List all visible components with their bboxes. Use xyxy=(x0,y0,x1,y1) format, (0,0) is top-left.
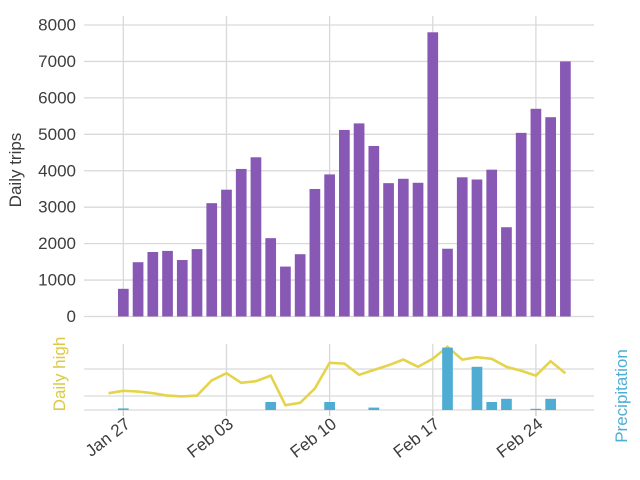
xtick-label: Feb 17 xyxy=(390,414,443,462)
trips-bar xyxy=(471,179,483,317)
ylabel-daily-trips: Daily trips xyxy=(6,133,25,208)
xtick-label: Jan 27 xyxy=(82,414,134,460)
precip-bar xyxy=(501,398,512,410)
trips-bar xyxy=(515,132,527,317)
ytick-label: 6000 xyxy=(38,88,76,107)
ytick-label: 8000 xyxy=(38,16,76,35)
ylabel-daily-high: Daily high xyxy=(50,337,69,412)
ytick-label: 3000 xyxy=(38,198,76,217)
xtick-label: Feb 10 xyxy=(287,414,340,462)
precip-bar xyxy=(486,402,498,410)
precip-bar xyxy=(442,347,453,410)
trips-bar xyxy=(206,203,218,317)
ytick-label: 2000 xyxy=(38,234,76,253)
trips-bar xyxy=(132,262,144,317)
trips-bar xyxy=(294,254,306,317)
ytick-label: 4000 xyxy=(38,161,76,180)
precip-bar xyxy=(471,366,483,410)
trips-bar xyxy=(221,189,232,317)
trips-bar xyxy=(265,238,277,317)
trips-bar xyxy=(324,174,335,317)
precip-bar xyxy=(545,398,556,410)
ylabel-precipitation: Precipitation xyxy=(612,349,631,443)
trips-bar xyxy=(545,117,556,317)
ytick-label: 5000 xyxy=(38,125,76,144)
trips-bar xyxy=(309,188,321,317)
trips-bar xyxy=(442,248,453,317)
trips-bar xyxy=(353,123,365,317)
trips-bar xyxy=(486,169,498,317)
trips-bar xyxy=(117,288,129,317)
xtick-label: Feb 03 xyxy=(184,414,237,462)
trips-bar xyxy=(560,61,571,317)
trips-bar xyxy=(501,227,512,317)
trips-bar xyxy=(339,129,350,317)
trips-bar xyxy=(235,168,247,317)
trips-bar xyxy=(530,108,542,317)
precip-bar xyxy=(117,408,129,410)
precip-bar xyxy=(368,407,380,410)
daily-high-line xyxy=(108,345,567,407)
trips-bar xyxy=(397,178,409,317)
trips-bar xyxy=(427,32,439,317)
precip-bar xyxy=(530,408,542,410)
trips-bar xyxy=(456,177,468,317)
trips-bar xyxy=(250,157,262,317)
ytick-label: 1000 xyxy=(38,271,76,290)
ytick-label: 0 xyxy=(67,307,76,326)
xtick-label: Feb 24 xyxy=(493,414,546,462)
trips-bar xyxy=(162,250,173,317)
trips-bar xyxy=(368,145,380,317)
trips-bar xyxy=(147,252,159,317)
trips-bar xyxy=(383,183,394,317)
trips-bar xyxy=(191,249,203,317)
precip-bar xyxy=(324,402,335,410)
trips-bar xyxy=(412,182,424,317)
ytick-label: 7000 xyxy=(38,52,76,71)
trips-bar xyxy=(176,260,188,317)
trips-bar xyxy=(280,266,291,317)
precip-bar xyxy=(265,402,277,410)
